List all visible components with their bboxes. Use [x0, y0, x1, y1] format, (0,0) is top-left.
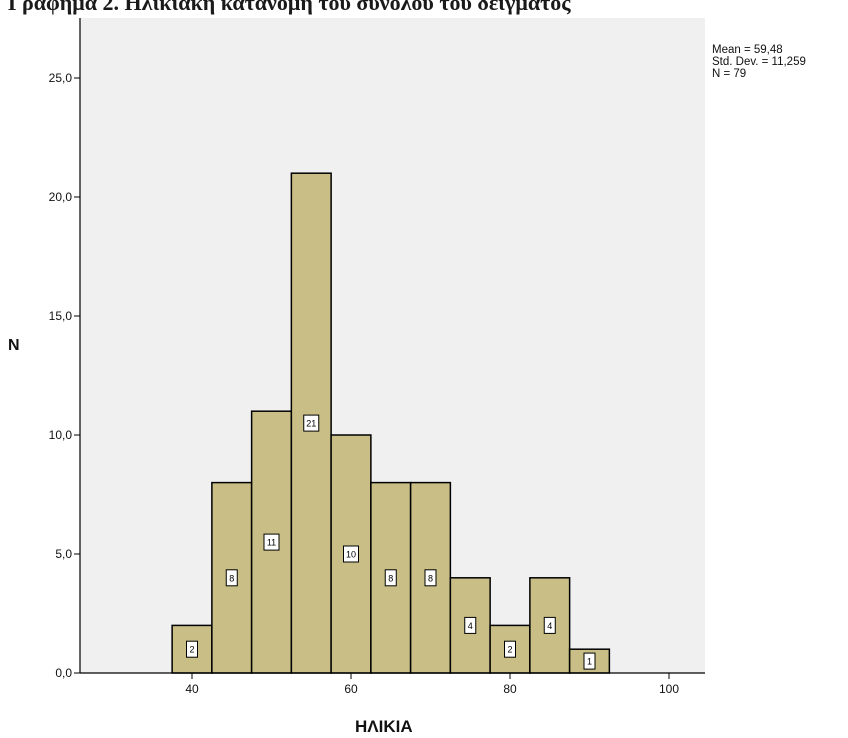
- svg-text:8: 8: [428, 573, 433, 583]
- x-tick-label: 100: [659, 682, 679, 696]
- svg-text:2: 2: [507, 645, 512, 655]
- bar-data-label: 8: [424, 569, 437, 587]
- svg-text:8: 8: [388, 573, 393, 583]
- x-axis-label: ΗΛΙΚΙΑ: [355, 717, 413, 736]
- stats-mean: Mean = 59,48: [712, 44, 783, 56]
- bar-data-label: 1: [583, 652, 596, 670]
- x-tick-label: 60: [344, 682, 358, 696]
- x-tick-label: 40: [185, 682, 199, 696]
- svg-text:4: 4: [468, 621, 473, 631]
- y-tick-label: 5,0: [55, 547, 72, 561]
- bar-data-label: 4: [543, 616, 556, 634]
- y-ticks-group: 0,0 5,0 10,0 15,0 20,0 25,0: [49, 71, 80, 680]
- bar-data-label: 4: [464, 616, 477, 634]
- bar-data-label: 2: [504, 640, 516, 658]
- svg-text:4: 4: [547, 621, 552, 631]
- chart-title: Γράφημα 2. Ηλικιακή κατανομή του συνόλου…: [8, 0, 571, 15]
- bar-data-label: 8: [225, 569, 238, 587]
- bar-data-label: 21: [303, 414, 320, 432]
- x-ticks-group: 40 60 80 100: [185, 673, 679, 696]
- x-tick-label: 80: [503, 682, 517, 696]
- bar-data-label: 11: [263, 533, 280, 551]
- svg-text:2: 2: [189, 645, 194, 655]
- stats-box: Mean = 59,48 Std. Dev. = 11,259 N = 79: [712, 44, 806, 80]
- y-axis-label: N: [8, 337, 20, 354]
- y-tick-label: 20,0: [49, 190, 73, 204]
- svg-text:1: 1: [587, 657, 592, 667]
- stats-std-dev: Std. Dev. = 11,259: [712, 56, 806, 68]
- svg-text:8: 8: [229, 573, 234, 583]
- bars-group: [171, 172, 611, 674]
- bar-data-label: 8: [384, 569, 397, 587]
- stats-n: N = 79: [712, 68, 747, 80]
- bar-data-label: 10: [343, 545, 359, 563]
- y-tick-label: 10,0: [49, 428, 73, 442]
- y-tick-label: 25,0: [49, 71, 73, 85]
- bar-labels-group: 2 8 11 21 10 8 8 4 2 4 1: [186, 414, 596, 670]
- y-tick-label: 15,0: [49, 309, 73, 323]
- svg-text:21: 21: [306, 419, 316, 429]
- svg-text:11: 11: [267, 538, 276, 548]
- bar-data-label: 2: [186, 640, 198, 658]
- svg-text:10: 10: [346, 550, 356, 560]
- y-tick-label: 0,0: [55, 666, 72, 680]
